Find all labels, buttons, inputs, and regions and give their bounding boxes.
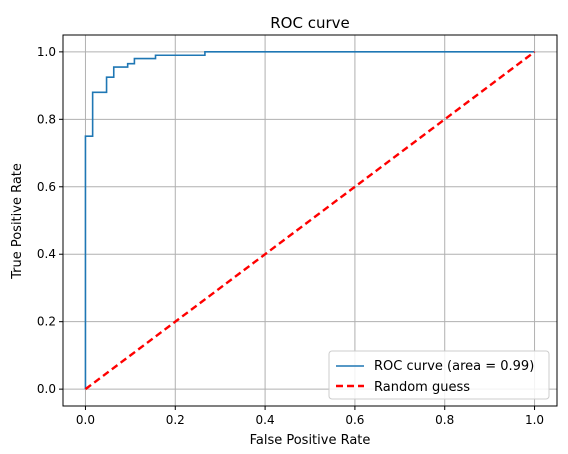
ticks: 0.0 0.2 0.4 0.6 0.8 1.0 0.0 0.2 0.4 0.6 0.8 1.0 bbox=[37, 45, 544, 427]
x-tick-label: 0.4 bbox=[256, 413, 275, 427]
x-axis-label: False Positive Rate bbox=[250, 433, 371, 448]
legend-box bbox=[328, 350, 550, 400]
y-tick-label: 0.4 bbox=[37, 247, 56, 261]
random-guess-line bbox=[84, 50, 536, 391]
y-tick-label: 1.0 bbox=[37, 45, 56, 59]
legend-label-roc: ROC curve (area = 0.99) bbox=[374, 359, 534, 374]
plot-area bbox=[84, 50, 536, 391]
legend-label-random: Random guess bbox=[374, 380, 470, 395]
y-axis-label: True Positive Rate bbox=[10, 163, 25, 280]
y-tick-label: 0.8 bbox=[37, 112, 56, 126]
x-tick-label: 0.2 bbox=[166, 413, 185, 427]
x-tick-label: 0.6 bbox=[345, 413, 364, 427]
y-tick-label: 0.6 bbox=[37, 180, 56, 194]
x-tick-label: 0.8 bbox=[435, 413, 454, 427]
x-tick-label: 1.0 bbox=[525, 413, 544, 427]
x-tick-label: 0.0 bbox=[76, 413, 95, 427]
y-tick-label: 0.0 bbox=[37, 382, 56, 396]
chart-title: ROC curve bbox=[270, 14, 350, 32]
y-tick-label: 0.2 bbox=[37, 315, 56, 329]
axes-frame bbox=[62, 34, 558, 407]
legend: ROC curve (area = 0.99) Random guess bbox=[328, 350, 550, 400]
roc-curve-line bbox=[84, 51, 535, 390]
grid bbox=[63, 35, 557, 406]
